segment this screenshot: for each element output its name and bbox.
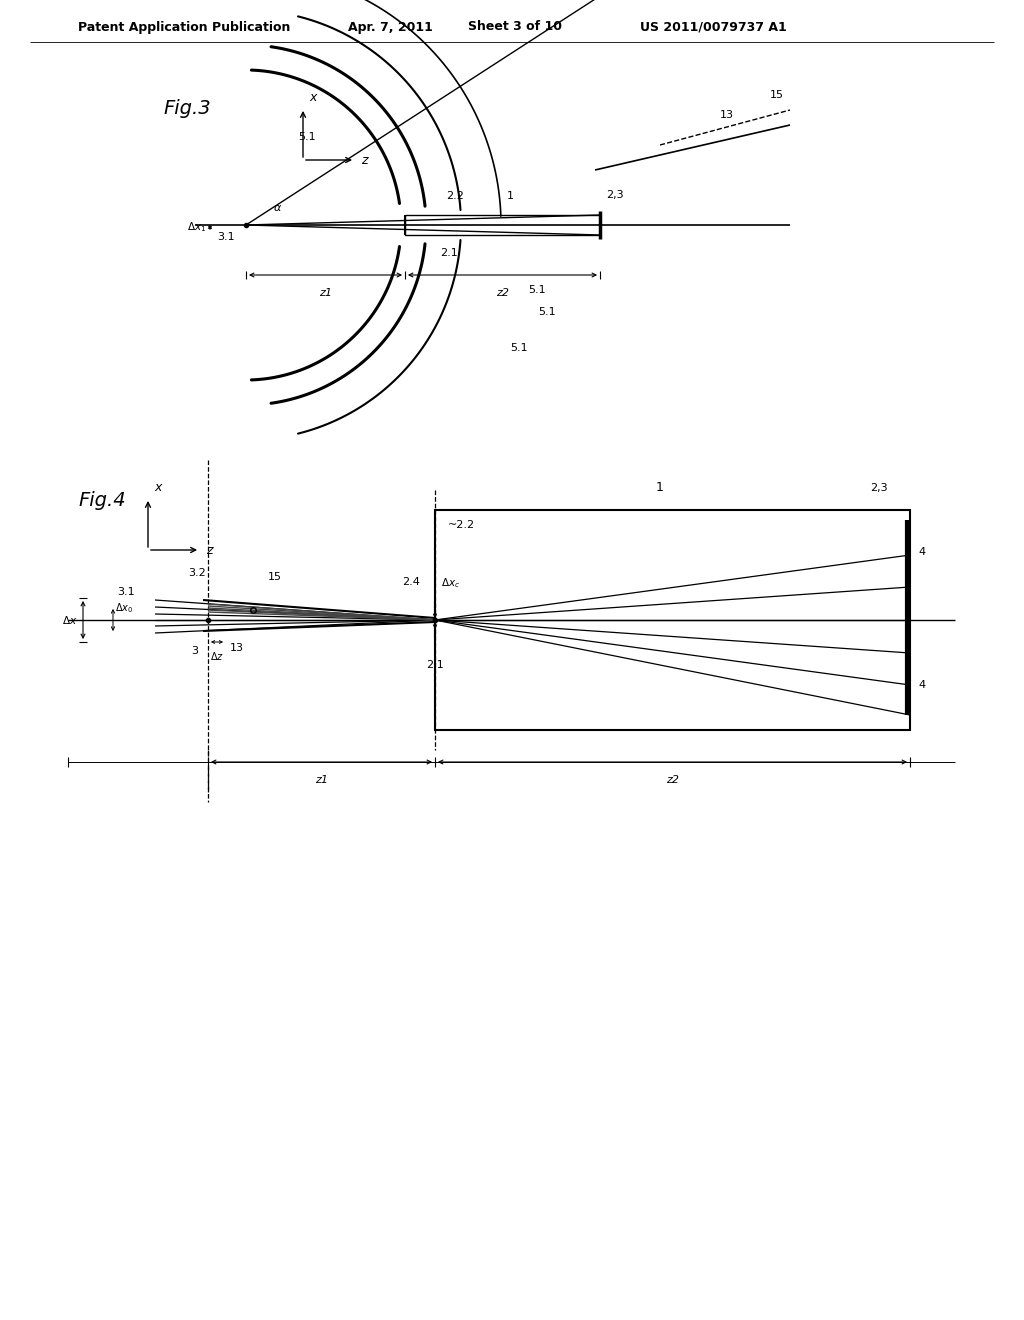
Text: 3.1: 3.1 — [217, 232, 234, 242]
Text: 15: 15 — [770, 90, 784, 100]
Text: 2,3: 2,3 — [606, 190, 624, 201]
Text: 2.1: 2.1 — [440, 248, 458, 257]
Text: 4: 4 — [918, 546, 925, 557]
Text: 2.1: 2.1 — [426, 660, 443, 671]
Text: 4: 4 — [918, 680, 925, 690]
Bar — [406, 215, 600, 235]
Text: Sheet 3 of 10: Sheet 3 of 10 — [468, 21, 562, 33]
Text: $\alpha$: $\alpha$ — [273, 203, 283, 213]
Text: 2.2: 2.2 — [446, 191, 464, 201]
Text: x: x — [309, 91, 316, 104]
Text: Patent Application Publication: Patent Application Publication — [78, 21, 291, 33]
Text: z1: z1 — [315, 775, 328, 785]
Text: 1: 1 — [656, 480, 664, 494]
Text: $\Delta x$: $\Delta x$ — [61, 614, 77, 626]
Text: 13: 13 — [720, 110, 734, 120]
Text: 5.1: 5.1 — [538, 308, 556, 317]
Text: US 2011/0079737 A1: US 2011/0079737 A1 — [640, 21, 786, 33]
Text: 1: 1 — [507, 191, 513, 201]
Text: 15: 15 — [268, 572, 282, 582]
Text: $\Delta x_c$: $\Delta x_c$ — [441, 577, 460, 590]
Text: $\Delta x_0$: $\Delta x_0$ — [115, 601, 133, 615]
Text: z2: z2 — [666, 775, 679, 785]
Text: Fig.4: Fig.4 — [78, 491, 126, 510]
Text: x: x — [154, 480, 162, 494]
Text: 13: 13 — [230, 643, 244, 653]
Text: 5.1: 5.1 — [298, 132, 315, 143]
Text: $\Delta z$: $\Delta z$ — [210, 649, 224, 663]
Text: 3.1: 3.1 — [118, 587, 135, 597]
Text: ~2.2: ~2.2 — [449, 520, 475, 531]
Text: z: z — [361, 153, 368, 166]
Text: 2.4: 2.4 — [402, 577, 420, 587]
Text: 2,3: 2,3 — [870, 483, 888, 492]
Text: z1: z1 — [319, 288, 332, 298]
Text: 5.1: 5.1 — [528, 285, 546, 294]
Bar — [435, 510, 910, 730]
Text: Fig.3: Fig.3 — [163, 99, 211, 117]
Text: z: z — [206, 544, 213, 557]
Text: 3: 3 — [191, 645, 198, 656]
Text: z2: z2 — [496, 288, 509, 298]
Text: 3.2: 3.2 — [188, 568, 206, 578]
Text: Apr. 7, 2011: Apr. 7, 2011 — [348, 21, 433, 33]
Text: $\Delta x_1$: $\Delta x_1$ — [186, 220, 206, 235]
Text: 5.1: 5.1 — [510, 343, 527, 352]
